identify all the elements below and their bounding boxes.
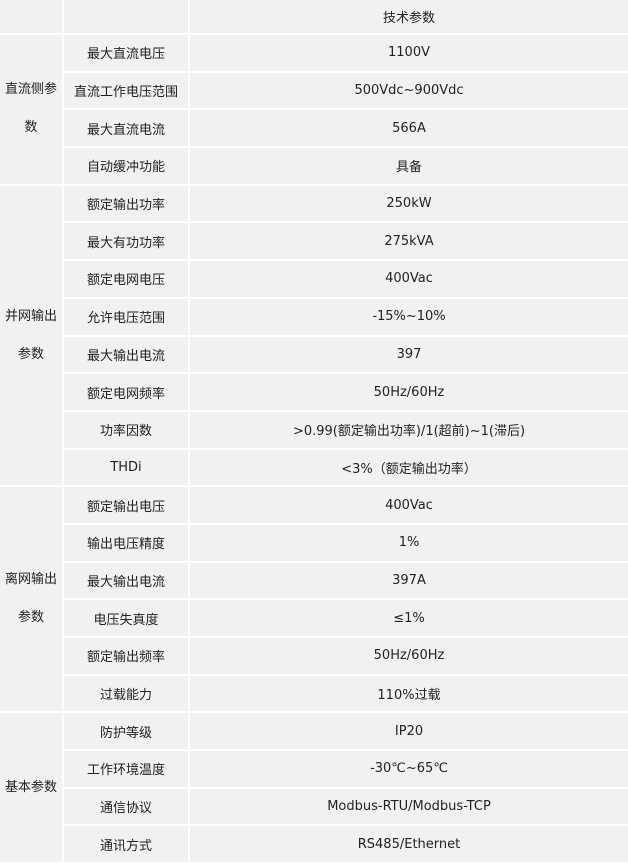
table-row: 允许电压范围 -15%~10% (0, 298, 628, 335)
table-row: 自动缓冲功能 具备 (0, 148, 628, 184)
param-value: 400Vac (190, 261, 628, 297)
param-label: 额定输出电压 (64, 487, 188, 523)
table-row: 最大有功功率 275kVA (0, 223, 628, 260)
param-value: 50Hz/60Hz (190, 374, 628, 410)
param-value: 具备 (190, 148, 628, 184)
param-value: 566A (190, 110, 628, 147)
param-label: 额定电网电压 (64, 261, 188, 297)
param-value: -30℃~65℃ (190, 751, 628, 787)
group-label: 并网输出参数 (0, 185, 62, 486)
param-label: THDi (64, 449, 188, 486)
param-label: 防护等级 (64, 713, 188, 750)
param-label: 通信协议 (64, 788, 188, 825)
table-row: 最大直流电流 566A (0, 110, 628, 147)
param-value: -15%~10% (190, 298, 628, 335)
param-value: 250kW (190, 185, 628, 222)
table-row: 离网输出参数 额定输出电压 400Vac (0, 487, 628, 712)
table-row: THDi <3%（额定输出功率） (0, 449, 628, 486)
table-row: 功率因数 >0.99(额定输出功率)/1(超前)~1(滞后) (0, 411, 628, 448)
table-row: 额定电网电压 400Vac (0, 261, 628, 297)
param-label: 额定输出功率 (64, 185, 188, 222)
param-label: 过载能力 (64, 675, 188, 712)
param-value: 275kVA (190, 223, 628, 260)
param-value: RS485/Ethernet (190, 826, 628, 863)
param-label: 工作环境温度 (64, 751, 188, 787)
param-label: 直流工作电压范围 (64, 72, 188, 109)
param-label: 最大输出电流 (64, 562, 188, 599)
param-label: 允许电压范围 (64, 298, 188, 335)
param-value: 1% (190, 524, 628, 561)
param-value: ≤1% (190, 600, 628, 636)
param-value: 50Hz/60Hz (190, 638, 628, 674)
param-value: IP20 (190, 713, 628, 750)
table-row: 工作环境温度 -30℃~65℃ (0, 751, 628, 787)
param-value: 110%过载 (190, 675, 628, 712)
table-row: 额定电网频率 50Hz/60Hz (0, 374, 628, 410)
table-row: 直流工作电压范围 500Vdc~900Vdc (0, 72, 628, 109)
group-label: 基本参数 (0, 713, 62, 863)
param-label: 电压失真度 (64, 600, 188, 636)
param-value: 397A (190, 562, 628, 599)
param-label: 功率因数 (64, 411, 188, 448)
param-value: <3%（额定输出功率） (190, 449, 628, 486)
table-row: 电压失真度 ≤1% (0, 600, 628, 636)
table-row: 过载能力 110%过载 (0, 675, 628, 712)
param-label: 最大直流电流 (64, 110, 188, 147)
param-label: 输出电压精度 (64, 524, 188, 561)
param-label: 通讯方式 (64, 826, 188, 863)
group-label: 直流侧参数 (0, 35, 62, 184)
table-row: 额定输出频率 50Hz/60Hz (0, 638, 628, 674)
param-value: 1100V (190, 35, 628, 71)
param-value: Modbus-RTU/Modbus-TCP (190, 788, 628, 825)
param-label: 最大有功功率 (64, 223, 188, 260)
param-value: 397 (190, 336, 628, 373)
group-label: 离网输出参数 (0, 487, 62, 712)
table-title: 技术参数 (190, 0, 628, 33)
table-row: 基本参数 防护等级 IP20 (0, 713, 628, 863)
param-value: 400Vac (190, 487, 628, 523)
header-spacer (64, 0, 188, 33)
param-label: 最大直流电压 (64, 35, 188, 71)
param-label: 自动缓冲功能 (64, 148, 188, 184)
param-label: 额定输出频率 (64, 638, 188, 674)
table-row: 通讯方式 RS485/Ethernet (0, 826, 628, 863)
param-label: 额定电网频率 (64, 374, 188, 410)
table-row: 输出电压精度 1% (0, 524, 628, 561)
param-value: 500Vdc~900Vdc (190, 72, 628, 109)
param-value: >0.99(额定输出功率)/1(超前)~1(滞后) (190, 411, 628, 448)
table-row: 并网输出参数 额定输出功率 250kW (0, 185, 628, 486)
table-row: 最大输出电流 397 (0, 336, 628, 373)
table-row: 通信协议 Modbus-RTU/Modbus-TCP (0, 788, 628, 825)
table-row: 直流侧参数 最大直流电压 1100V (0, 35, 628, 184)
param-label: 最大输出电流 (64, 336, 188, 373)
header-spacer (0, 0, 62, 33)
table-row: 最大输出电流 397A (0, 562, 628, 599)
header-row: 技术参数 (0, 0, 628, 33)
